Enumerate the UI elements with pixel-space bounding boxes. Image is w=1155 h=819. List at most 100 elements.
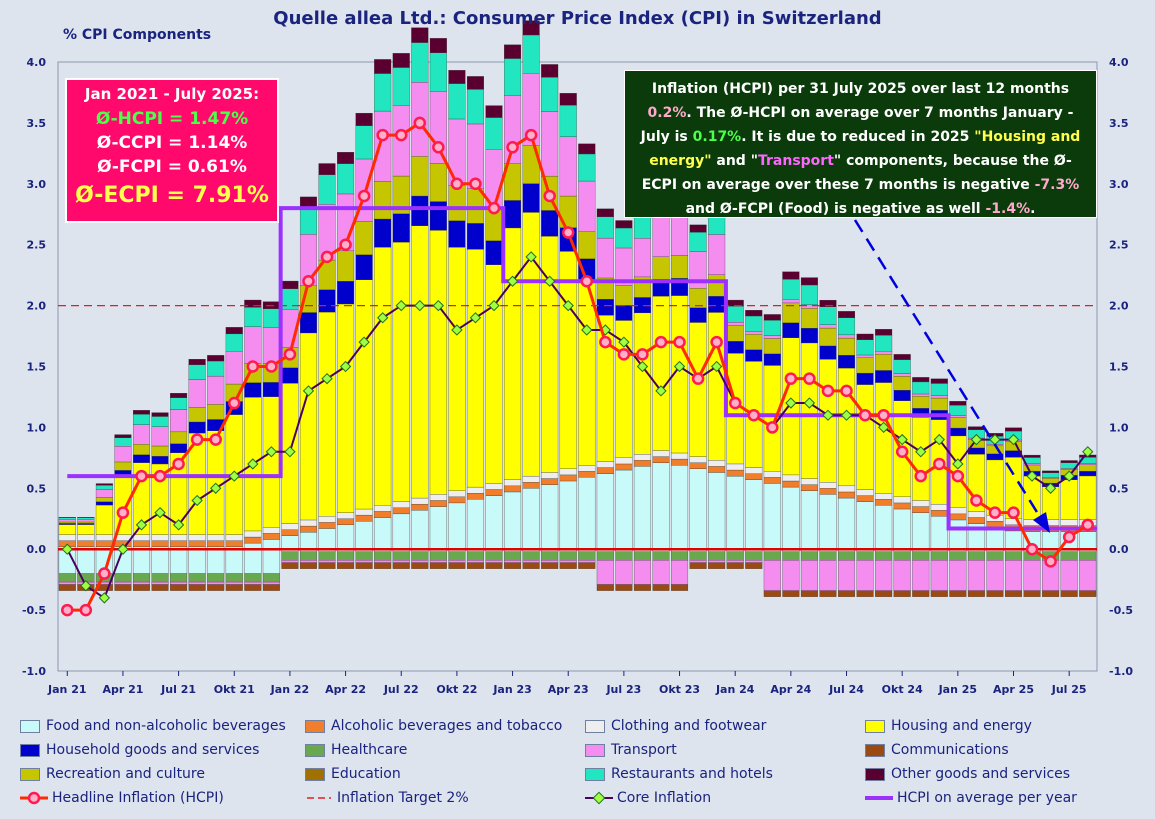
- bar-segment-negative: [170, 573, 188, 583]
- box-right-value4: -1.4%: [985, 201, 1031, 217]
- bar-segment: [838, 337, 856, 356]
- bar-segment: [132, 540, 150, 547]
- bar-segment: [578, 180, 596, 232]
- hcpi-point: [858, 408, 872, 422]
- hcpi-point: [951, 469, 965, 483]
- core-point: [265, 446, 278, 458]
- bar-segment: [244, 382, 262, 398]
- box-right-transport: Transport: [758, 153, 834, 169]
- bar-segment: [912, 381, 930, 395]
- bar-segment: [374, 181, 392, 220]
- bar-segment: [912, 417, 930, 501]
- bar-segment: [58, 517, 76, 518]
- bar-segment: [337, 512, 355, 519]
- bar-segment: [856, 339, 874, 356]
- hcpi-point: [803, 372, 816, 385]
- bar-segment: [225, 327, 243, 335]
- bar-segment: [912, 396, 930, 409]
- bar-segment: [893, 359, 911, 374]
- bar-segment: [429, 494, 447, 501]
- bar-segment: [633, 312, 651, 455]
- bar-segment: [244, 530, 262, 538]
- bar-segment: [77, 534, 95, 541]
- x-tick-label: Jul 22: [383, 683, 419, 696]
- bar-segment: [596, 208, 614, 217]
- bar-segment: [374, 517, 392, 550]
- bar-segment: [392, 513, 410, 550]
- x-tick-label: Apr 22: [325, 683, 366, 696]
- bar-segment: [745, 467, 763, 474]
- bar-segment: [466, 499, 484, 550]
- bar-segment-negative: [1079, 560, 1097, 591]
- bar-segment-negative: [132, 584, 150, 591]
- bar-segment: [986, 521, 1004, 528]
- hcpi-point: [357, 189, 371, 203]
- hcpi-point: [413, 116, 427, 130]
- bar-segment-negative: [466, 562, 484, 569]
- bar-segment-negative: [1005, 590, 1023, 597]
- bar-segment: [448, 83, 466, 120]
- y-tick-label-left: 0.0: [27, 543, 47, 556]
- hcpi-point: [1044, 555, 1057, 568]
- bar-segment: [374, 59, 392, 74]
- bar-segment-negative: [745, 562, 763, 569]
- bar-segment-negative: [355, 551, 373, 561]
- bar-segment-negative: [763, 560, 781, 591]
- y-tick-label-right: 0.5: [1109, 482, 1129, 495]
- bar-segment-negative: [504, 551, 522, 561]
- bar-segment: [1023, 454, 1041, 458]
- legend-item-food: Food and non-alcoholic beverages: [20, 718, 286, 734]
- bar-segment: [448, 247, 466, 491]
- bar-segment-negative: [392, 551, 410, 561]
- bar-segment-negative: [281, 562, 299, 569]
- bar-segment: [466, 89, 484, 125]
- core-point: [710, 360, 723, 373]
- bar-segment: [652, 214, 670, 257]
- bar-segment: [819, 324, 837, 329]
- bar-segment-negative: [485, 551, 503, 561]
- bar-segment: [930, 395, 948, 399]
- bar-segment: [392, 507, 410, 515]
- bar-segment: [782, 486, 800, 550]
- bar-segment-negative: [615, 584, 633, 591]
- hcpi-point: [1062, 530, 1076, 544]
- x-tick-label: Okt 22: [436, 683, 477, 696]
- bar-segment: [819, 345, 837, 360]
- box-right-value2: 0.17%: [692, 129, 742, 145]
- legend: Food and non-alcoholic beverages Alcohol…: [0, 712, 1155, 817]
- bar-segment: [615, 305, 633, 321]
- bar-segment: [596, 467, 614, 474]
- bar-segment: [299, 525, 317, 533]
- bar-segment: [782, 299, 800, 304]
- bar-segment: [559, 93, 577, 106]
- bar-segment-negative: [726, 551, 744, 561]
- bar-segment: [95, 534, 113, 541]
- bar-segment: [485, 495, 503, 550]
- bar-segment-negative: [708, 551, 726, 561]
- y-tick-label-left: 2.5: [27, 239, 47, 252]
- bar-segment: [856, 495, 874, 502]
- bar-segment: [578, 153, 596, 182]
- bar-segment-negative: [392, 562, 410, 569]
- bar-segment: [559, 136, 577, 197]
- bar-segment: [949, 519, 967, 550]
- bar-segment: [578, 471, 596, 478]
- core-point: [877, 421, 890, 434]
- bar-segment-negative: [225, 584, 243, 591]
- bar-segment-negative: [207, 581, 225, 585]
- bar-segment-negative: [633, 584, 651, 591]
- bar-segment: [708, 274, 726, 297]
- bar-segment: [392, 67, 410, 106]
- bar-segment-negative: [541, 562, 559, 569]
- bar-segment: [337, 303, 355, 513]
- bar-segment-negative: [800, 551, 818, 561]
- bar-segment: [1060, 519, 1078, 526]
- bar-segment: [411, 195, 429, 226]
- bar-segment-negative: [504, 562, 522, 569]
- bar-segment: [819, 327, 837, 347]
- bar-segment: [170, 540, 188, 547]
- bar-segment: [800, 277, 818, 286]
- bar-segment: [504, 44, 522, 59]
- bar-segment-negative: [1023, 590, 1041, 597]
- hcpi-point: [895, 445, 909, 459]
